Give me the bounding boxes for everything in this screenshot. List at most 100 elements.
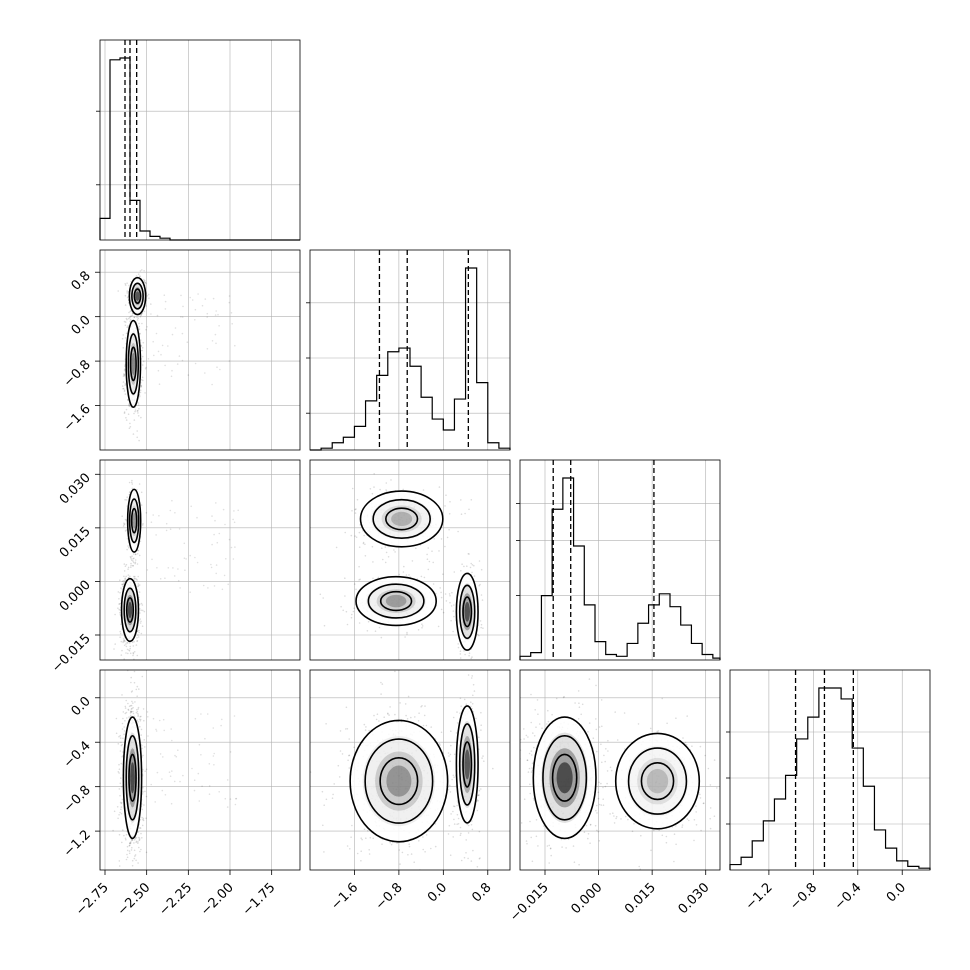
sample-point [131,839,133,841]
sample-point [228,538,231,541]
sample-point [125,838,127,841]
sample-point [136,319,139,321]
sample-point [129,652,132,655]
sample-point [137,575,139,578]
grid-lines [100,40,300,240]
sample-point [143,610,146,613]
sample-point [478,857,481,860]
sample-point [129,426,132,428]
sample-point [123,834,125,837]
sample-point [133,412,135,415]
sample-point [152,717,155,720]
sample-point [120,808,122,811]
grid-lines [100,670,300,870]
sample-point [133,670,136,673]
sample-point [148,297,150,300]
sample-point [123,563,126,565]
sample-point [588,678,591,680]
sample-point [121,337,124,340]
sample-point [133,857,136,860]
sample-point [323,851,325,853]
sample-point [372,561,374,563]
sample-point [396,842,398,844]
sample-point [127,413,130,416]
sample-point [377,576,380,579]
sample-point [472,694,474,697]
sample-point [177,568,179,570]
sample-point [378,626,381,629]
sample-point [124,523,126,525]
contour-line [130,507,138,534]
sample-point [130,704,133,707]
sample-point [128,852,131,855]
sample-point [138,483,141,485]
sample-point [161,778,163,780]
sample-point [180,316,182,318]
sample-point [223,574,226,577]
sample-point [204,737,206,740]
sample-point [137,836,140,839]
sample-point [380,636,383,639]
sample-point [213,533,215,536]
sample-point [235,797,237,800]
sample-point [472,711,475,713]
sample-point [145,768,148,771]
sample-point [449,760,452,763]
sample-point [147,358,150,360]
sample-point [141,322,143,325]
sample-point [118,865,121,867]
sample-point [118,788,121,790]
sample-point [140,384,143,387]
sample-point [387,713,389,715]
sample-point [467,553,470,555]
sample-point [120,802,123,805]
sample-point [137,712,139,715]
sample-point [140,602,143,605]
sample-point [137,715,139,717]
sample-point [138,394,141,397]
sample-point [204,298,207,300]
sample-point [127,708,129,711]
sample-point [164,577,166,579]
sample-point [135,644,138,646]
sample-point [126,282,128,285]
sample-point [133,651,136,653]
sample-point [133,839,136,841]
sample-point [452,836,455,838]
sample-point [167,567,170,569]
sample-point [119,579,121,581]
sample-point [346,623,349,626]
panel-frame [99,459,301,661]
sample-point [455,732,458,734]
sample-point [168,771,171,773]
sample-point [147,293,150,296]
contour-line [364,738,434,824]
sample-point [438,486,441,488]
sample-point [121,580,124,583]
sample-point [221,588,224,591]
sample-point [214,314,217,316]
sample-point [227,583,229,586]
sample-point [384,561,387,564]
sample-point [404,636,406,638]
sample-point [125,645,128,648]
sample-point [229,798,232,800]
sample-point [137,721,139,723]
sample-point [122,737,124,740]
sample-point [452,774,455,777]
sample-point [140,715,142,718]
sample-point [125,417,127,419]
sample-point [450,605,453,607]
sample-point [453,776,455,778]
sample-point [120,654,123,656]
sample-point [452,610,455,612]
sample-point [177,749,179,751]
sample-point [122,375,125,377]
panel-frame [99,39,301,241]
sample-point [361,838,363,841]
sample-point [438,550,440,552]
sample-point [135,578,138,580]
sample-point [144,790,146,793]
sample-point [140,386,143,388]
hist-panel-p4 [726,669,931,871]
